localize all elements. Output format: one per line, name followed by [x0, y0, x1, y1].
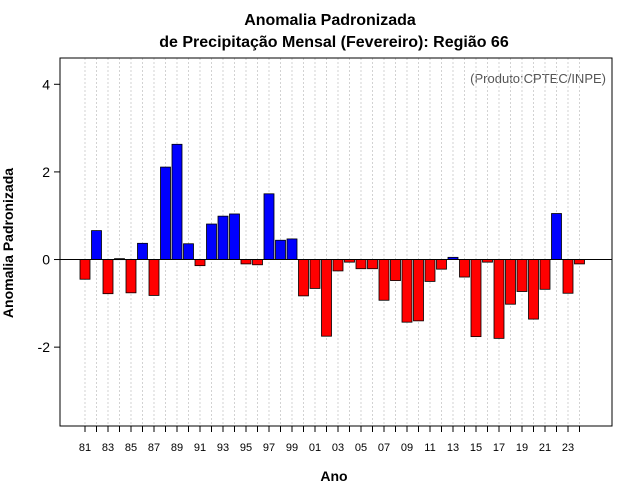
- x-tick-label: 91: [194, 442, 206, 454]
- bar-2014: [459, 259, 470, 278]
- x-axis: 81 83 85 87 89 91 93 95 97 99 01 03 05 07 09 11 13 15 17 19…: [79, 426, 580, 454]
- bar-1995: [240, 259, 252, 265]
- bar-1987: [148, 259, 160, 296]
- x-tick-label: 87: [148, 442, 160, 454]
- bar-2018: [505, 259, 516, 305]
- bar-2011: [424, 259, 436, 282]
- bar-1999: [286, 238, 298, 260]
- bar-2017: [493, 259, 505, 339]
- bar-2002: [321, 259, 332, 337]
- x-axis-title: Ano: [320, 468, 347, 484]
- y-tick-label: -2: [38, 339, 51, 355]
- x-tick-label: 85: [125, 442, 137, 454]
- bar-2012: [436, 259, 447, 270]
- x-tick-label: 15: [470, 442, 482, 454]
- y-axis: -2 0 2 4: [38, 76, 60, 355]
- bar-1985: [125, 259, 137, 294]
- y-axis-title: Anomalia Padronizada: [0, 168, 16, 318]
- plot-frame: [59, 57, 613, 427]
- bar-2015: [470, 259, 482, 338]
- bar-1981: [79, 259, 91, 280]
- bar-1996: [252, 259, 263, 266]
- bar-2003: [332, 259, 344, 272]
- bar-1988: [160, 166, 171, 260]
- bar-2020: [528, 259, 539, 320]
- bar-2006: [367, 259, 378, 270]
- x-tick-label: 19: [516, 442, 528, 454]
- bar-2008: [390, 259, 401, 281]
- bar-2007: [378, 259, 390, 301]
- bar-2001: [309, 259, 321, 289]
- bars: [79, 143, 585, 339]
- x-tick-label: 11: [424, 442, 435, 454]
- x-tick-label: 21: [539, 442, 551, 454]
- x-tick-label: 09: [401, 442, 413, 454]
- bar-1991: [194, 259, 206, 267]
- grid-lines: [84, 58, 580, 426]
- bar-1982: [91, 230, 102, 260]
- bar-1992: [206, 223, 217, 260]
- bar-1993: [217, 215, 229, 260]
- bar-1997: [263, 193, 275, 260]
- source-annotation: (Produto:CPTEC/INPE): [470, 71, 606, 86]
- x-tick-label: 05: [355, 442, 367, 454]
- bar-1990: [183, 243, 194, 260]
- bar-2000: [298, 259, 309, 297]
- x-tick-label: 81: [79, 442, 91, 454]
- bar-2024: [574, 259, 585, 265]
- x-tick-label: 95: [240, 442, 252, 454]
- bar-2005: [355, 259, 367, 270]
- bar-1989: [171, 143, 183, 260]
- x-tick-label: 03: [332, 442, 344, 454]
- x-tick-label: 01: [309, 442, 321, 454]
- bar-1986: [137, 242, 148, 260]
- bar-1994: [229, 213, 240, 260]
- x-tick-label: 17: [493, 442, 505, 454]
- x-tick-label: 83: [102, 442, 114, 454]
- bar-2019: [516, 259, 528, 292]
- bar-2009: [401, 259, 413, 323]
- x-tick-label: 99: [286, 442, 298, 454]
- y-tick-label: 2: [42, 164, 50, 180]
- x-tick-label: 07: [378, 442, 390, 454]
- x-tick-label: 23: [562, 442, 574, 454]
- bar-2023: [562, 259, 574, 294]
- chart-subtitle: de Precipitação Mensal (Fevereiro): Regi…: [159, 34, 509, 51]
- y-tick-label: 4: [42, 76, 50, 92]
- x-tick-label: 13: [447, 442, 459, 454]
- x-tick-label: 97: [263, 442, 275, 454]
- x-tick-label: 89: [171, 442, 183, 454]
- bar-1983: [102, 259, 114, 295]
- bar-1998: [275, 239, 286, 260]
- bar-2010: [413, 259, 424, 322]
- bar-2022: [551, 213, 562, 260]
- bar-2021: [539, 259, 551, 290]
- y-tick-label: 0: [42, 252, 50, 268]
- x-tick-label: 93: [217, 442, 229, 454]
- chart-title: Anomalia Padronizada: [244, 12, 416, 29]
